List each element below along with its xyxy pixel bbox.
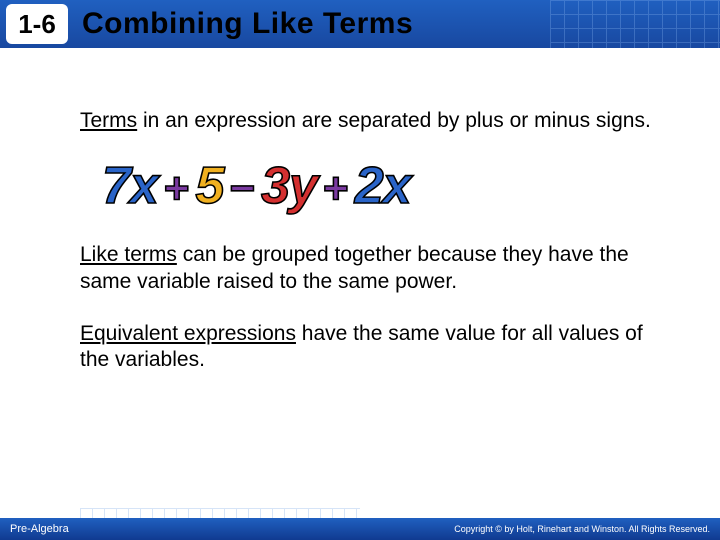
slide-title: Combining Like Terms [82, 7, 413, 41]
math-expression: 7x+5−3y+2x [102, 160, 660, 212]
footer-course-label: Pre-Algebra [10, 523, 69, 535]
paragraph-equivalent: Equivalent expressions have the same val… [80, 321, 660, 374]
paragraph-terms: Terms in an expression are separated by … [80, 108, 660, 134]
section-number: 1-6 [18, 9, 56, 40]
header-grid-decoration [550, 0, 720, 48]
like-terms-keyword: Like terms [80, 243, 177, 266]
expr-operator: + [323, 167, 349, 211]
para1-text: in an expression are separated by plus o… [137, 109, 651, 132]
footer-grid-decoration [80, 508, 360, 518]
section-number-badge: 1-6 [6, 4, 68, 44]
expr-term: 5 [196, 160, 224, 212]
expr-operator: − [229, 167, 255, 211]
equivalent-keyword: Equivalent expressions [80, 322, 296, 345]
slide-footer: Pre-Algebra Copyright © by Holt, Rinehar… [0, 518, 720, 540]
slide-body: Terms in an expression are separated by … [0, 48, 720, 373]
expr-operator: + [164, 167, 190, 211]
slide-header: 1-6 Combining Like Terms [0, 0, 720, 48]
expr-term: 2x [355, 160, 411, 212]
term-keyword: Terms [80, 109, 137, 132]
footer-copyright: Copyright © by Holt, Rinehart and Winsto… [454, 524, 710, 534]
expr-term: 3y [261, 160, 317, 212]
expr-term: 7x [102, 160, 158, 212]
paragraph-like-terms: Like terms can be grouped together becau… [80, 242, 660, 295]
